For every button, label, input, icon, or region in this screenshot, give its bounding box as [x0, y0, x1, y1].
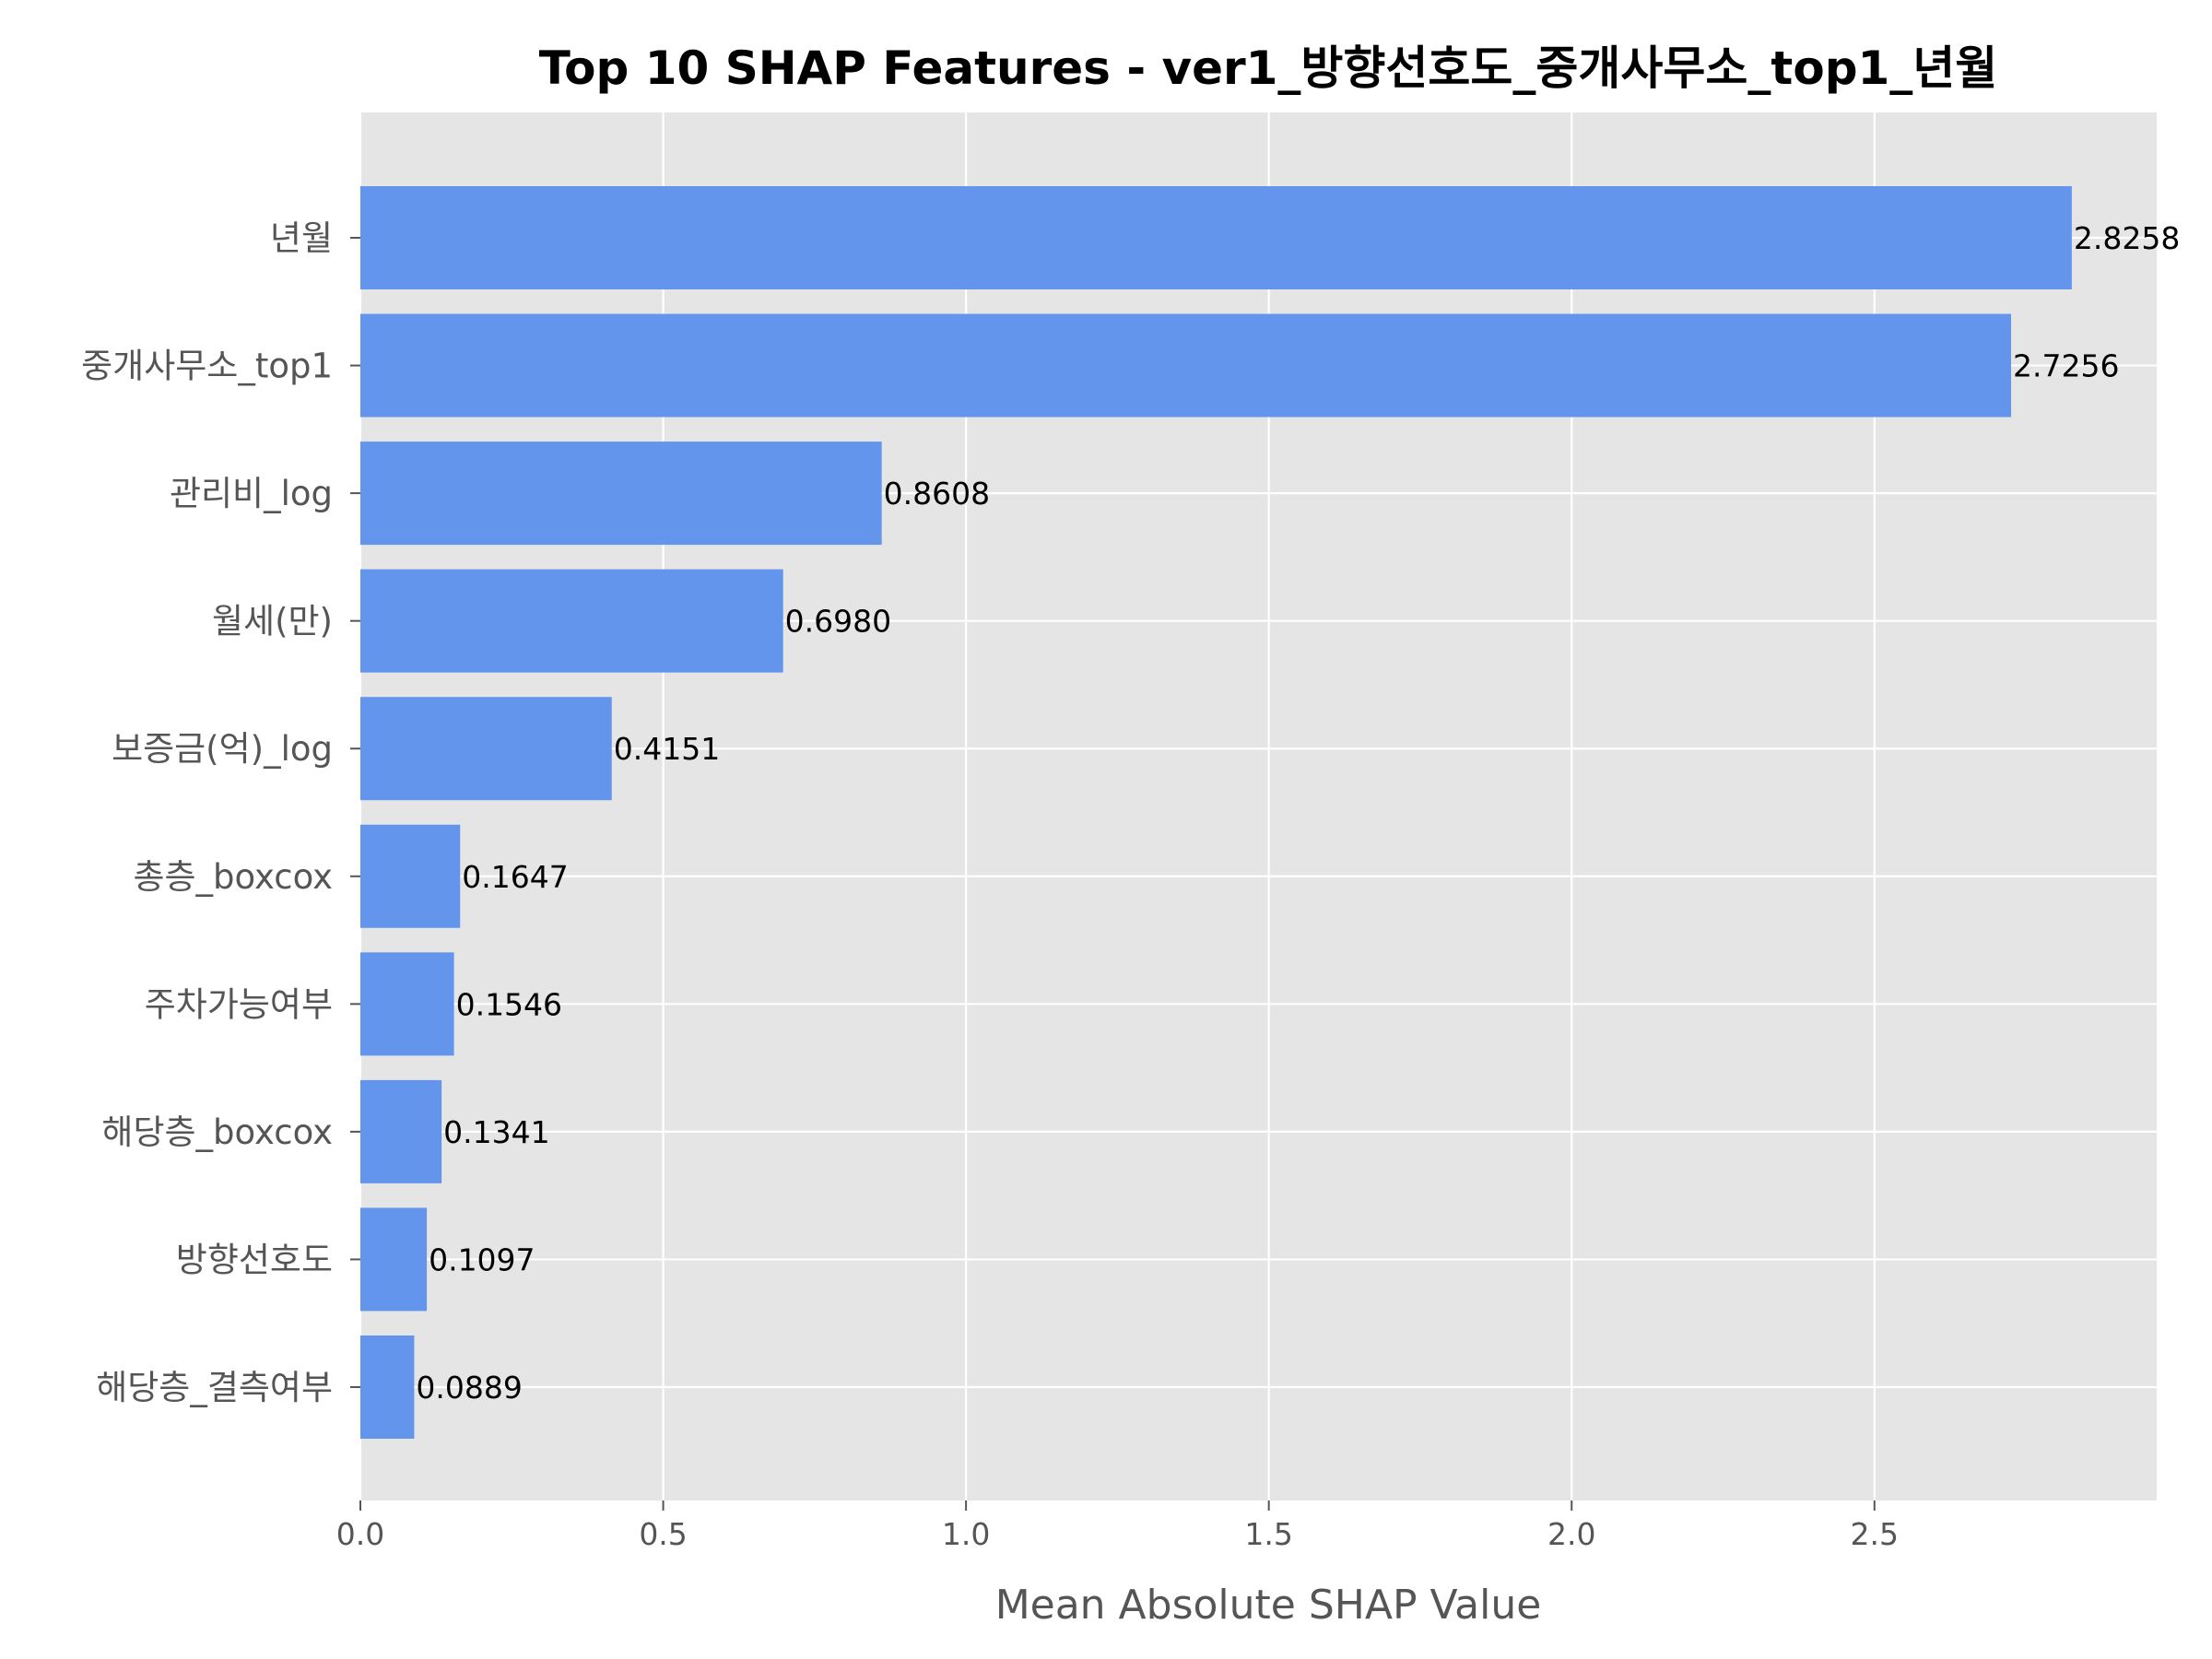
bar: [360, 569, 783, 673]
x-tick-label: 2.0: [1547, 1516, 1595, 1552]
y-tick-label: 해당층_boxcox: [101, 1112, 333, 1152]
bar-value-label: 0.1341: [443, 1114, 549, 1150]
chart-title: Top 10 SHAP Features - ver1_방향선호도_중개사무소_…: [539, 41, 1998, 95]
bar: [360, 824, 461, 928]
bar: [360, 1335, 415, 1439]
x-tick-label: 0.5: [639, 1516, 687, 1552]
bar-value-label: 0.1097: [429, 1241, 535, 1277]
bar: [360, 1207, 428, 1312]
bar-value-label: 0.1647: [462, 859, 568, 895]
bar: [360, 441, 882, 546]
bar-value-label: 0.1546: [456, 986, 562, 1022]
y-tick-label: 월세(만): [212, 602, 333, 641]
bar-value-label: 0.8608: [884, 476, 990, 512]
data-labels: 2.8258 2.7256 0.8608 0.6980 0.4151 0.1647 0.15…: [416, 220, 2180, 1406]
bar-value-label: 2.7256: [2013, 348, 2119, 384]
bar: [360, 1079, 442, 1183]
bar-value-label: 0.6980: [785, 604, 891, 640]
y-tick-label: 방향선호도: [176, 1240, 333, 1279]
y-tick-label: 주차가능여부: [145, 984, 333, 1024]
bar-value-label: 0.4151: [614, 731, 720, 767]
y-tick-label: 관리비_log: [170, 474, 333, 513]
bar-value-label: 0.0889: [416, 1370, 522, 1406]
x-tick-label: 1.5: [1244, 1516, 1292, 1552]
bar: [360, 952, 454, 1056]
bar: [360, 313, 2012, 418]
x-tick-label: 1.0: [942, 1516, 990, 1552]
x-axis: 0.0 0.5 1.0 1.5 2.0 2.5: [336, 1500, 1899, 1552]
y-tick-label: 년월: [270, 218, 333, 258]
bars: [360, 186, 2072, 1439]
y-tick-label: 총층_boxcox: [133, 857, 333, 897]
bar: [360, 697, 612, 801]
y-tick-label: 해당층_결측여부: [96, 1368, 333, 1407]
x-tick-label: 0.0: [336, 1516, 384, 1552]
bar-value-label: 2.8258: [2074, 220, 2180, 256]
x-axis-label: Mean Absolute SHAP Value: [995, 1582, 1542, 1629]
y-tick-label: 보증금(억)_log: [112, 729, 333, 769]
x-tick-label: 2.5: [1851, 1516, 1899, 1552]
y-tick-label: 중개사무소_top1: [81, 347, 333, 386]
bar: [360, 186, 2072, 289]
